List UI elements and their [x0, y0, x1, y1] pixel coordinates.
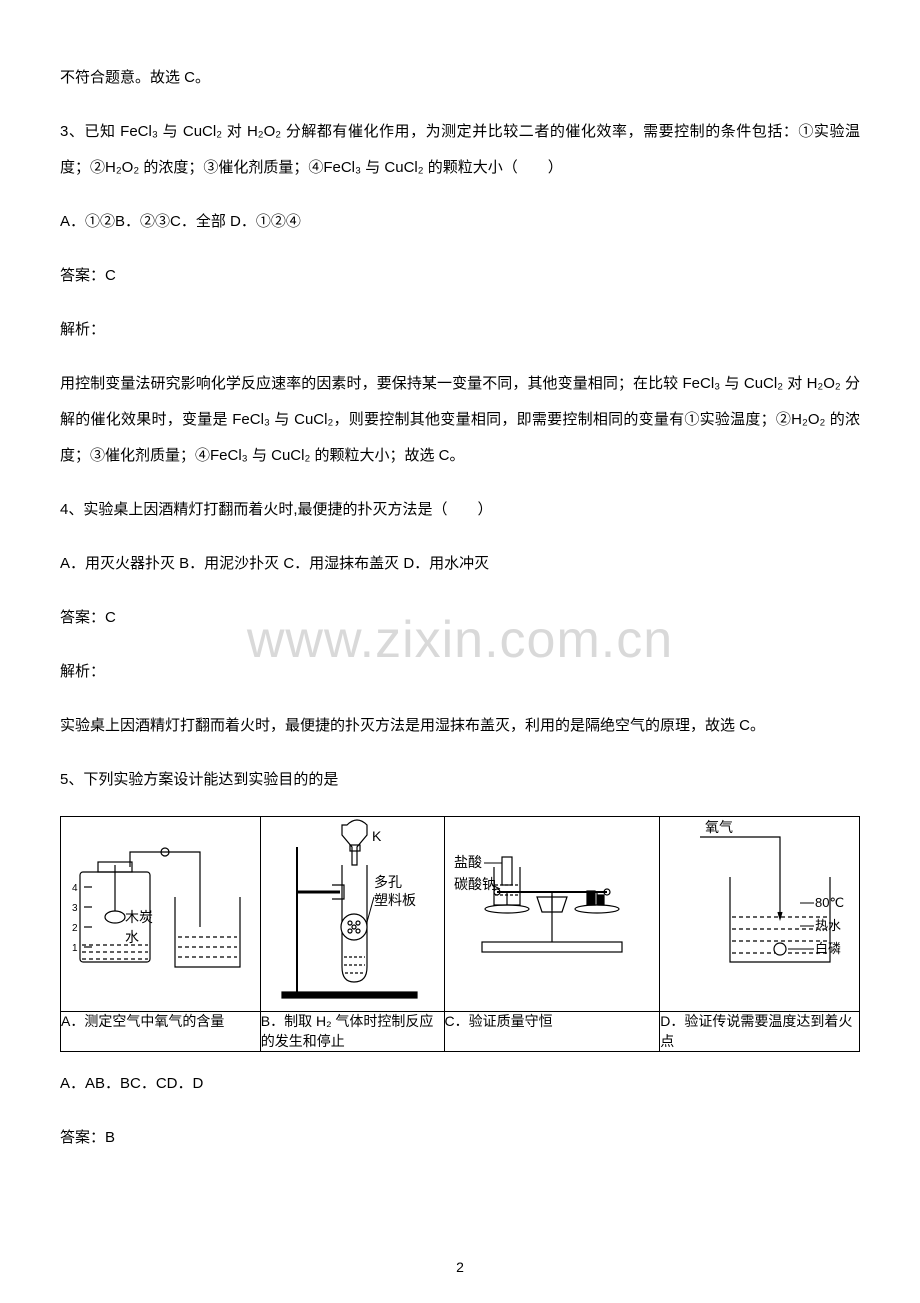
- scale-3: 3: [72, 903, 78, 914]
- label-duokong: 多孔: [374, 874, 402, 890]
- label-yangqi: 氧气: [705, 819, 733, 835]
- q5-options: A．AB．BC．CD．D: [60, 1066, 860, 1102]
- caption-c: C．验证质量守恒: [444, 1012, 660, 1052]
- q3-jiexi: 用控制变量法研究影响化学反应速率的因素时，要保持某一变量不同，其他变量相同；在比…: [60, 366, 860, 474]
- scale-4: 4: [72, 883, 78, 894]
- q3-jiexi-label: 解析：: [60, 312, 860, 348]
- label-yansu: 盐酸: [454, 854, 482, 870]
- label-tansuan: 碳酸钠: [454, 876, 496, 892]
- label-suliao: 塑料板: [374, 892, 416, 908]
- diagram-d-icon: 氧气 80℃ 热水 白磷: [670, 817, 850, 977]
- table-row-images: 4 3 2 1 木炭 水: [61, 817, 860, 1012]
- cell-b-image: K 多孔 塑料板: [260, 817, 444, 1012]
- page-content: 不符合题意。故选 C。 3、已知 FeCl₃ 与 CuCl₂ 对 H₂O₂ 分解…: [60, 60, 860, 1156]
- q4-options: A．用灭火器扑灭 B．用泥沙扑灭 C．用湿抹布盖灭 D．用水冲灭: [60, 546, 860, 582]
- caption-d: D．验证传说需要温度达到着火点: [660, 1012, 860, 1052]
- experiment-table: 4 3 2 1 木炭 水: [60, 816, 860, 1052]
- page-number: 2: [456, 1259, 464, 1275]
- label-reshui: 热水: [815, 918, 841, 933]
- label-shui: 水: [125, 929, 139, 945]
- label-k: K: [372, 828, 382, 844]
- label-mutan: 木炭: [125, 909, 153, 925]
- cell-d-image: 氧气 80℃ 热水 白磷: [660, 817, 860, 1012]
- diagram-c-icon: 盐酸 碳酸钠: [452, 817, 652, 967]
- q3-options: A．①②B．②③C．全部 D．①②④: [60, 204, 860, 240]
- q4-answer: 答案：C: [60, 600, 860, 636]
- q5-stem: 5、下列实验方案设计能达到实验目的的是: [60, 762, 860, 798]
- label-temp: 80℃: [815, 895, 844, 910]
- scale-2: 2: [72, 923, 78, 934]
- q4-jiexi-label: 解析：: [60, 654, 860, 690]
- cell-c-image: 盐酸 碳酸钠: [444, 817, 660, 1012]
- cell-a-image: 4 3 2 1 木炭 水: [61, 817, 261, 1012]
- diagram-b-icon: K 多孔 塑料板: [272, 817, 432, 1002]
- q4-stem: 4、实验桌上因酒精灯打翻而着火时,最便捷的扑灭方法是（ ）: [60, 492, 860, 528]
- q5-answer: 答案：B: [60, 1120, 860, 1156]
- scale-1: 1: [72, 943, 78, 954]
- q4-jiexi: 实验桌上因酒精灯打翻而着火时，最便捷的扑灭方法是用湿抹布盖灭，利用的是隔绝空气的…: [60, 708, 860, 744]
- diagram-a-icon: 4 3 2 1 木炭 水: [70, 817, 250, 987]
- caption-a: A．测定空气中氧气的含量: [61, 1012, 261, 1052]
- q3-stem: 3、已知 FeCl₃ 与 CuCl₂ 对 H₂O₂ 分解都有催化作用，为测定并比…: [60, 114, 860, 186]
- label-bailin: 白磷: [815, 941, 841, 956]
- table-row-captions: A．测定空气中氧气的含量 B．制取 H₂ 气体时控制反应的发生和停止 C．验证质…: [61, 1012, 860, 1052]
- para-prev-conclusion: 不符合题意。故选 C。: [60, 60, 860, 96]
- caption-b: B．制取 H₂ 气体时控制反应的发生和停止: [260, 1012, 444, 1052]
- q3-answer: 答案：C: [60, 258, 860, 294]
